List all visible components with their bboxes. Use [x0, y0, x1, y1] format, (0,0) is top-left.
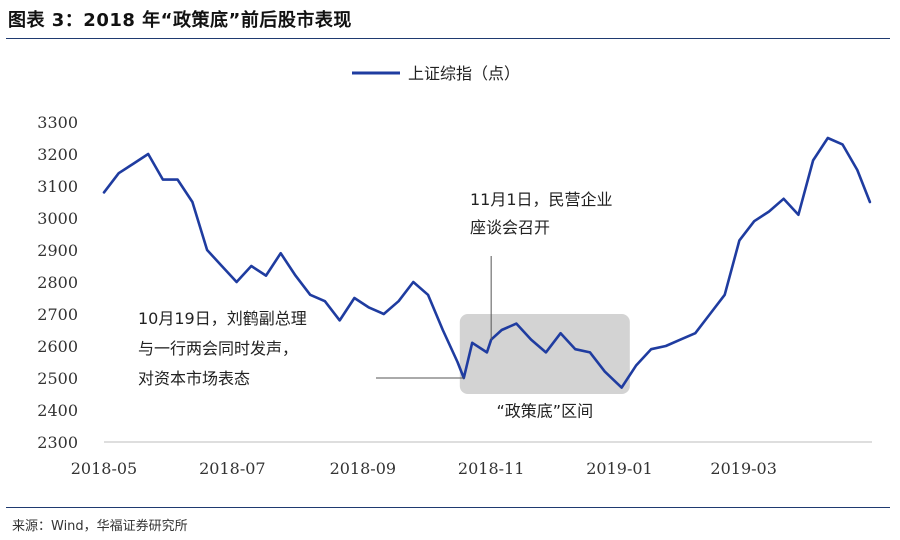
x-tick-label: 2018-05 — [71, 459, 137, 478]
y-tick-label: 2600 — [37, 337, 78, 356]
x-tick-label: 2018-09 — [330, 459, 396, 478]
x-tick-label: 2019-01 — [586, 459, 652, 478]
annotation-text: 10月19日，刘鹤副总理 — [138, 309, 307, 328]
shaded-region-layer: “政策底”区间 — [459, 314, 630, 420]
y-tick-label: 3100 — [37, 177, 78, 196]
annotation-text: 对资本市场表态 — [138, 369, 250, 388]
annotation-text: 座谈会召开 — [470, 218, 550, 237]
y-tick-label: 2700 — [37, 305, 78, 324]
x-tick-label: 2018-11 — [458, 459, 524, 478]
y-tick-label: 3200 — [37, 145, 78, 164]
line-chart: “政策底”区间 2300 2400 2500 2600 2700 2800 2900 3000… — [37, 64, 872, 478]
bottom-rule — [6, 507, 890, 508]
y-tick-labels: 2300 2400 2500 2600 2700 2800 2900 3000 3100 3200… — [37, 113, 78, 452]
x-tick-label: 2018-07 — [199, 459, 265, 478]
y-tick-label: 2500 — [37, 369, 78, 388]
y-tick-label: 3300 — [37, 113, 78, 132]
series-line — [102, 136, 872, 389]
y-tick-label: 2900 — [37, 241, 78, 260]
y-tick-label: 2400 — [37, 401, 78, 420]
shaded-region — [459, 314, 630, 394]
annotation-text: 11月1日，民营企业 — [470, 190, 613, 209]
y-tick-label: 2300 — [37, 433, 78, 452]
figure-title: 图表 3：2018 年“政策底”前后股市表现 — [8, 10, 352, 31]
y-tick-label: 2800 — [37, 273, 78, 292]
annotation-text: 与一行两会同时发声， — [138, 339, 298, 358]
y-tick-label: 3000 — [37, 209, 78, 228]
top-rule — [6, 38, 890, 39]
source-note: 来源：Wind，华福证券研究所 — [12, 519, 188, 534]
series-layer — [102, 136, 872, 389]
shaded-region-label: “政策底”区间 — [497, 401, 594, 420]
x-tick-labels: 2018-05 2018-07 2018-09 2018-11 2019-01 2019-… — [71, 459, 777, 478]
legend-label: 上证综指（点） — [408, 64, 520, 83]
legend: 上证综指（点） — [352, 64, 520, 83]
x-tick-label: 2019-03 — [710, 459, 776, 478]
